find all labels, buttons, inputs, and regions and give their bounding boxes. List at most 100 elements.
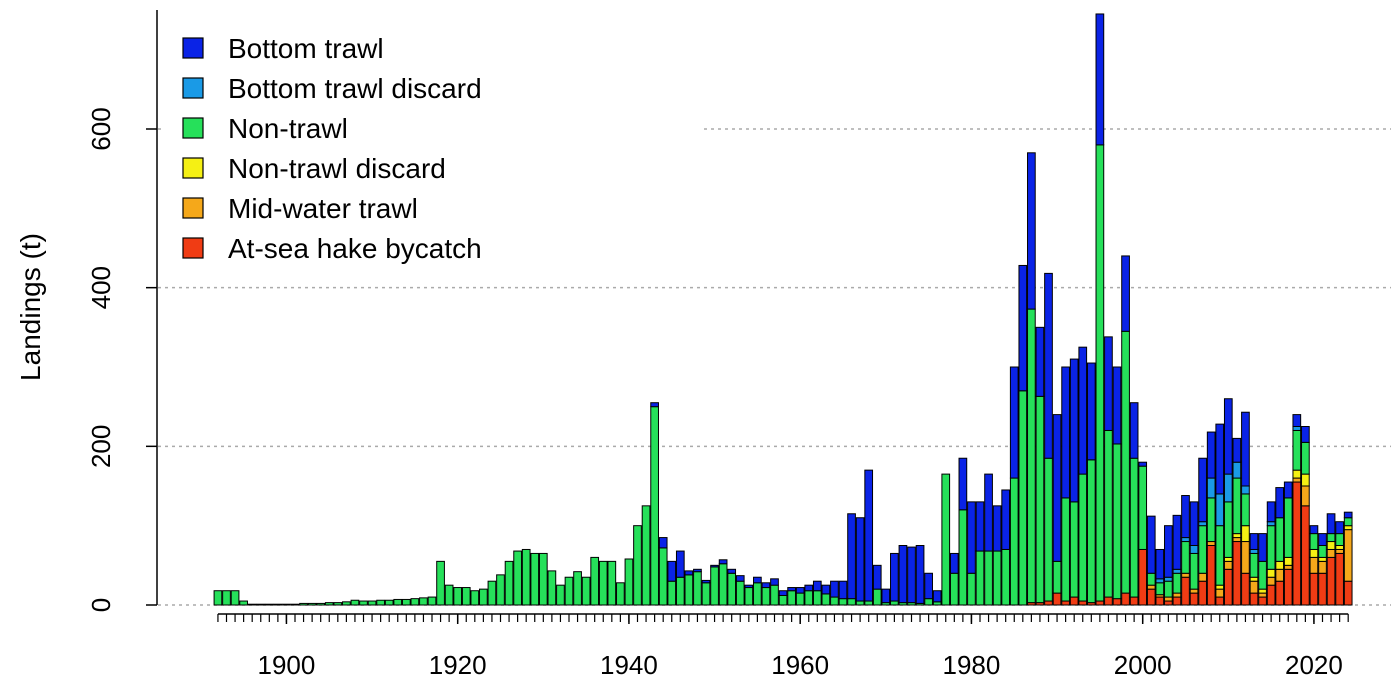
- bar-segment: [1172, 514, 1182, 570]
- bar-segment: [1223, 568, 1233, 606]
- bar-segment: [376, 599, 385, 606]
- x-tick-label: 1980: [943, 650, 1001, 680]
- bar-segment: [838, 598, 848, 606]
- bar-segment: [1241, 411, 1250, 487]
- bar-segment: [941, 473, 951, 606]
- bar-segment: [1129, 596, 1139, 606]
- y-tick-label: 400: [86, 266, 116, 309]
- bar-segment: [1061, 366, 1070, 499]
- bar-segment: [1215, 584, 1225, 590]
- bar-segment: [1343, 517, 1353, 527]
- bar-segment: [342, 601, 351, 606]
- bar-segment: [1343, 580, 1353, 606]
- bar-segment: [1095, 600, 1105, 606]
- bar-segment: [1112, 598, 1122, 606]
- bar-segment: [1318, 556, 1327, 562]
- bar-segment: [872, 564, 882, 590]
- bar-segment: [710, 566, 719, 606]
- bar-segment: [444, 584, 454, 606]
- legend-swatch: [182, 77, 204, 99]
- x-tick-label: 2000: [1114, 650, 1172, 680]
- bar-segment: [864, 600, 874, 606]
- bar-segment: [1018, 390, 1028, 606]
- bar-segment: [504, 560, 514, 606]
- bar-segment: [1249, 580, 1259, 594]
- bar-segment: [667, 560, 677, 582]
- bar-segment: [350, 599, 360, 606]
- bar-segment: [932, 590, 942, 603]
- bar-segment: [1189, 545, 1199, 554]
- bar-segment: [975, 501, 985, 552]
- bar-segment: [1146, 584, 1156, 590]
- bar-segment: [949, 552, 959, 574]
- bar-segment: [367, 600, 377, 606]
- bar-segment: [1078, 346, 1088, 475]
- bar-segment: [1155, 582, 1165, 596]
- bar-segment: [1301, 485, 1310, 507]
- bar-segment: [1181, 576, 1190, 606]
- bar-segment: [1172, 568, 1182, 574]
- bar-segment: [282, 603, 291, 606]
- bar-segment: [924, 572, 933, 600]
- legend-swatch: [182, 197, 204, 219]
- bar-segment: [890, 600, 899, 606]
- bar-segment: [230, 590, 240, 606]
- bar-segment: [1181, 537, 1190, 543]
- bar-segment: [761, 587, 771, 606]
- bar-segment: [1027, 152, 1036, 310]
- legend: Bottom trawl Bottom trawl discard Non-traw…: [165, 15, 700, 275]
- bar-segment: [1052, 592, 1062, 606]
- bar-segment: [1078, 473, 1088, 602]
- bar-segment: [1335, 533, 1344, 546]
- bar-segment: [1138, 548, 1148, 606]
- legend-swatch: [182, 117, 204, 139]
- bar-segment: [538, 552, 548, 606]
- bar-segment: [393, 598, 403, 606]
- bar-segment: [1181, 495, 1190, 539]
- bar-segment: [453, 587, 463, 606]
- bar-segment: [744, 584, 754, 589]
- bar-segment: [1172, 596, 1182, 606]
- legend-label: Mid-water trawl: [228, 193, 418, 224]
- bar-segment: [701, 579, 711, 584]
- bar-segment: [1223, 560, 1233, 570]
- bar-segment: [1104, 596, 1113, 606]
- bar-segment: [1052, 560, 1062, 594]
- bar-segment: [1275, 568, 1285, 582]
- bar-segment: [1206, 545, 1216, 606]
- legend-label: Bottom trawl: [228, 33, 384, 64]
- bar-segment: [1301, 441, 1310, 475]
- bar-segment: [1155, 596, 1165, 606]
- bar-segment: [384, 599, 394, 606]
- bar-segment: [1164, 580, 1173, 598]
- bar-segment: [616, 582, 625, 606]
- bar-segment: [1035, 395, 1045, 604]
- bar-segment: [1343, 511, 1353, 519]
- bar-segment: [812, 580, 822, 592]
- bar-segment: [1189, 592, 1199, 606]
- legend-label: Non-trawl: [228, 113, 348, 144]
- bar-segment: [556, 584, 565, 606]
- bar-segment: [1241, 485, 1250, 495]
- x-tick-label: 1940: [600, 650, 658, 680]
- bar-segment: [1258, 588, 1267, 594]
- bar-segment: [1275, 487, 1285, 519]
- bar-segment: [1335, 552, 1344, 606]
- bar-segment: [213, 590, 223, 606]
- bar-segment: [1206, 431, 1216, 479]
- bar-segment: [1318, 572, 1327, 606]
- bar-segment: [1215, 596, 1225, 606]
- bar-segment: [1112, 366, 1122, 445]
- bar-segment: [1258, 596, 1267, 606]
- bar-segment: [804, 590, 814, 606]
- bar-segment: [787, 587, 796, 592]
- bar-segment: [753, 582, 762, 606]
- bar-segment: [684, 570, 694, 576]
- bar-segment: [1258, 560, 1267, 590]
- legend-swatch: [182, 37, 204, 59]
- bar-segment: [1326, 533, 1336, 543]
- bar-segment: [1155, 548, 1165, 580]
- bar-segment: [1326, 541, 1336, 550]
- bar-segment: [1069, 596, 1079, 606]
- bar-segment: [410, 598, 420, 606]
